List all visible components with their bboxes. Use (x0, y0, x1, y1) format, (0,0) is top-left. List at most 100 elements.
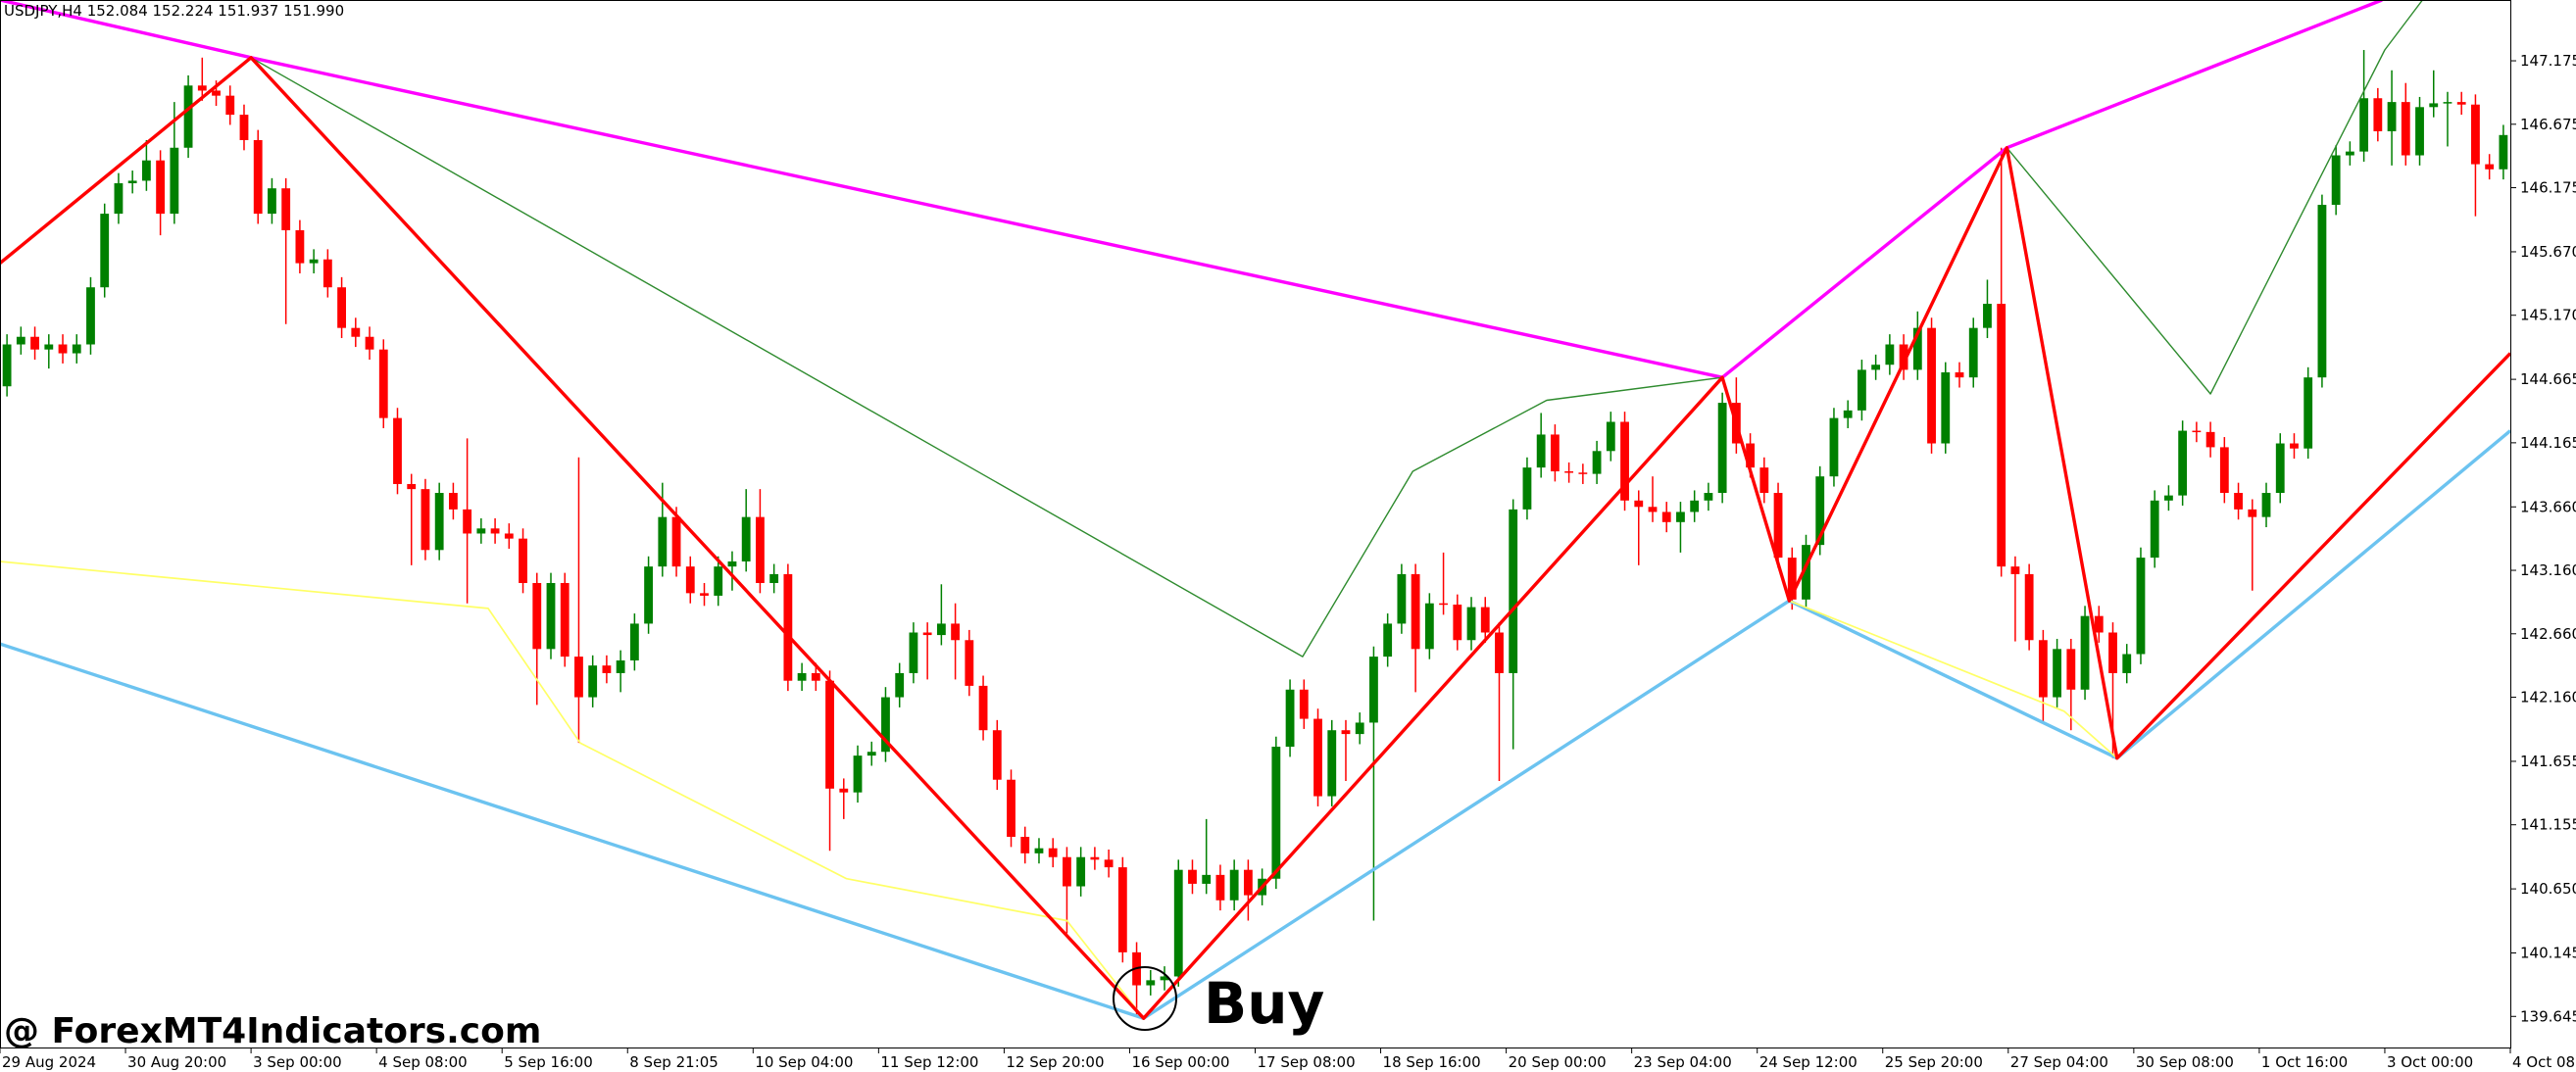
candle-body (2192, 430, 2202, 433)
candle-body (2053, 649, 2062, 698)
candle-body (1117, 867, 1127, 952)
candle-body (658, 516, 668, 567)
candle-body (1327, 730, 1337, 797)
candle-body (1007, 779, 1016, 838)
candle-body (629, 623, 639, 660)
candle-body (322, 259, 332, 288)
candle-body (839, 788, 849, 793)
candle-body (2471, 104, 2480, 165)
y-tick-label: 145.170 (2520, 307, 2576, 324)
x-tick-label: 27 Sep 04:00 (2010, 1053, 2108, 1071)
candle-body (909, 632, 918, 673)
candle-body (337, 287, 346, 328)
candle-body (1104, 859, 1114, 868)
candle-body (1215, 874, 1225, 901)
candle-body (1229, 869, 1239, 901)
candle-body (1466, 607, 1476, 641)
y-tick-label: 146.675 (2520, 116, 2576, 133)
candle-body (1034, 848, 1044, 853)
x-tick-label: 4 Sep 08:00 (378, 1053, 468, 1071)
candle-body (2066, 649, 2076, 690)
candle-body (2387, 102, 2397, 131)
candle-body (2429, 103, 2439, 108)
candle-body (2038, 640, 2048, 698)
x-tick-label: 17 Sep 08:00 (1258, 1053, 1356, 1071)
indicator-line (250, 0, 2423, 658)
x-tick-label: 3 Sep 00:00 (253, 1053, 342, 1071)
candle-body (1202, 874, 1212, 884)
candle-body (393, 417, 402, 484)
candle-body (1355, 722, 1364, 735)
candle-body (1802, 545, 1810, 600)
candle-body (2290, 443, 2299, 449)
candle-body (1271, 747, 1281, 879)
candle-body (1076, 856, 1086, 887)
candle-body (490, 528, 500, 534)
candle-body (853, 755, 863, 793)
candle-body (1536, 434, 1546, 468)
candle-body (978, 685, 988, 731)
candle-body (588, 665, 598, 698)
candle-body (239, 115, 249, 140)
candle-body (407, 483, 417, 490)
candle-body (616, 659, 625, 673)
candle-body (1871, 365, 1881, 370)
candle-body (1787, 558, 1797, 600)
candle-body (295, 229, 305, 264)
candle-body (1341, 730, 1351, 735)
candle-body (1285, 689, 1295, 748)
candle-body (769, 573, 779, 583)
indicator-line (0, 560, 2118, 1019)
candle-body (1313, 718, 1322, 797)
candle-body (1480, 607, 1490, 633)
candle-body (1829, 417, 1839, 477)
y-tick-label: 147.175 (2520, 52, 2576, 70)
candle-body (2010, 566, 2020, 574)
y-tick-label: 141.155 (2520, 816, 2576, 834)
candle-body (1634, 500, 1644, 508)
x-tick-label: 23 Sep 04:00 (1634, 1053, 1732, 1071)
candle-body (421, 489, 430, 551)
candle-body (1927, 327, 1936, 444)
candle-body (170, 147, 179, 215)
candle-body (1717, 403, 1727, 494)
candle-body (2, 344, 12, 387)
candle-body (1453, 604, 1462, 641)
chart-title: USDJPY,H4 152.084 152.224 151.937 151.99… (4, 2, 344, 20)
candle-body (2443, 102, 2452, 104)
candle-body (351, 327, 361, 337)
y-tick-label: 139.645 (2520, 1007, 2576, 1025)
candle-body (225, 95, 235, 116)
candle-body (156, 160, 166, 215)
candle-body (476, 528, 486, 534)
candle-body (1243, 869, 1253, 896)
candle-body (1676, 512, 1685, 522)
candle-body (1620, 421, 1629, 501)
candle-body (867, 752, 876, 756)
candle-body (1299, 689, 1309, 719)
candle-body (1383, 623, 1393, 658)
candle-body (1063, 856, 1071, 887)
candle-body (1997, 304, 2006, 567)
candle-body (86, 287, 95, 345)
candle-body (2317, 205, 2327, 378)
candle-body (1746, 443, 1755, 468)
candle-body (16, 336, 25, 345)
candle-body (714, 566, 723, 596)
candle-body (741, 516, 751, 561)
candle-body (1424, 603, 1434, 650)
candle-body (2499, 134, 2508, 170)
buy-annotation: Buy (1204, 970, 1324, 1037)
y-tick-label: 144.165 (2520, 434, 2576, 452)
candle-body (30, 336, 39, 350)
candle-body (2178, 430, 2188, 496)
candle-body (2261, 493, 2271, 517)
candle-body (2456, 102, 2466, 105)
candle-body (1968, 327, 1978, 378)
candle-body (965, 640, 974, 686)
x-tick-label: 18 Sep 16:00 (1383, 1053, 1481, 1071)
x-tick-label: 10 Sep 04:00 (755, 1053, 853, 1071)
candle-body (2150, 500, 2159, 559)
candle-body (1606, 421, 1615, 452)
candle-body (811, 672, 820, 681)
